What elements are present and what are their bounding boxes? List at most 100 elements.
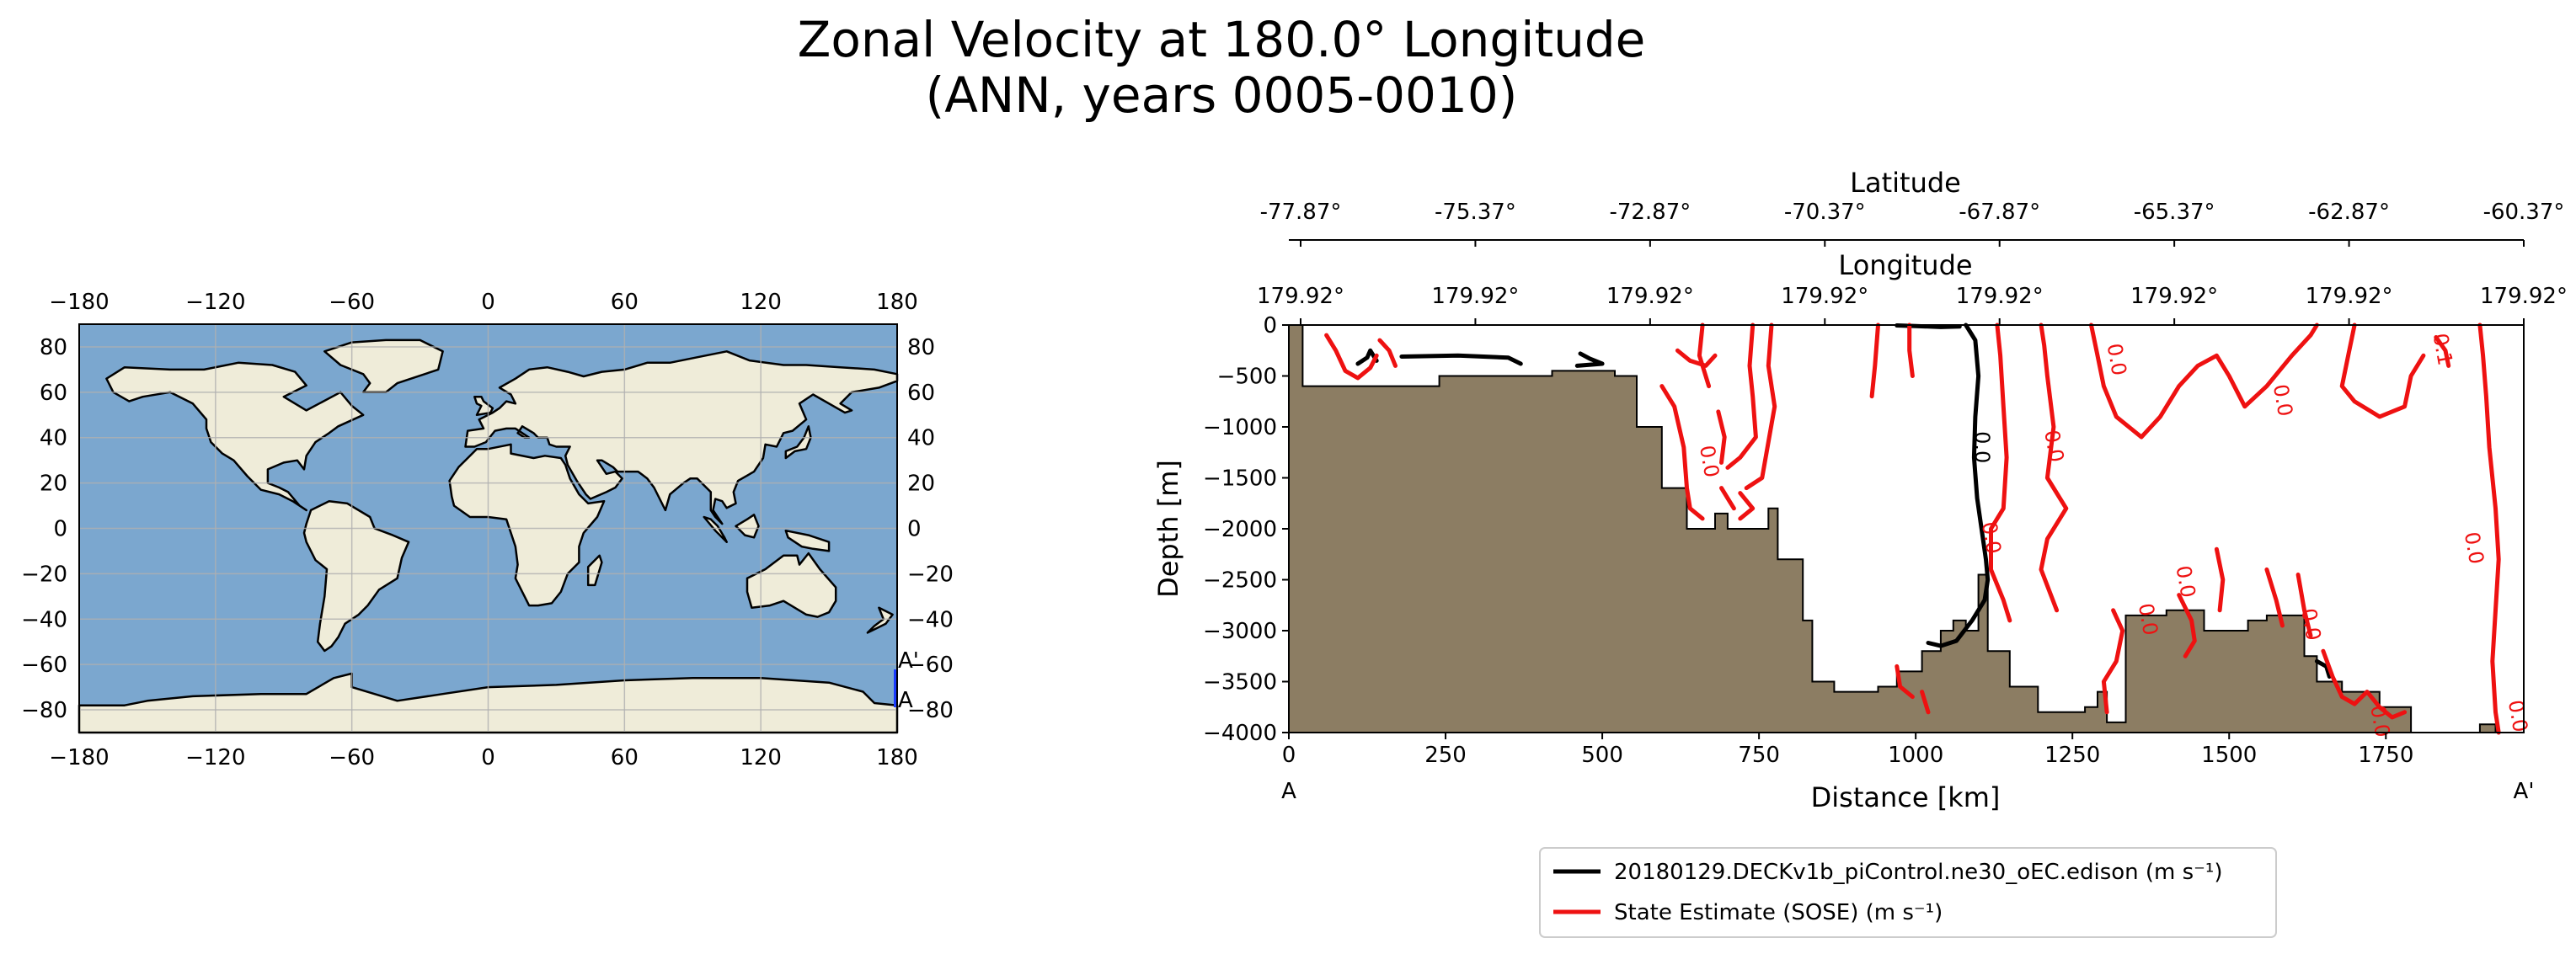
transect-chart: Latitude -77.87° -75.37° -72.87° -70.37° -67… — [1152, 167, 2568, 938]
sose-contour-line — [1989, 322, 2012, 623]
longitude-tick-label: 179.92° — [1781, 284, 1868, 309]
continent-new-zealand — [866, 606, 894, 634]
map-tick-label-right: 60 — [907, 381, 935, 406]
legend-box — [1539, 847, 2277, 938]
y-tick-label: −1500 — [1203, 466, 1277, 492]
map-tick-label-top: 0 — [481, 290, 495, 315]
sose-contour-line — [2339, 322, 2426, 419]
map-tick-label-right: 40 — [907, 426, 935, 451]
sose-contour-line — [1697, 322, 1712, 389]
map-tick-label-bottom: 60 — [611, 745, 639, 770]
map-tick-label-bottom: 180 — [876, 745, 918, 770]
sose-contour-label: 0.0 — [2134, 601, 2162, 637]
sose-contour-line — [1659, 384, 1705, 521]
map-tick-label-left: 60 — [40, 381, 67, 406]
longitude-axis-label: Longitude — [1838, 249, 1972, 281]
map-tick-label-right: −80 — [907, 698, 954, 723]
map-tick-label-top: 60 — [611, 290, 639, 315]
latitude-tick-label: -65.37° — [2134, 200, 2215, 225]
sose-contour-label: 0.0 — [2039, 429, 2068, 464]
model-contour-line — [1574, 351, 1605, 368]
sose-contour-line — [2321, 648, 2408, 720]
sose-contour-line — [2089, 322, 2319, 440]
model-contour-line — [2314, 658, 2332, 679]
sose-contour-line — [2295, 573, 2313, 638]
sose-contour-label: 0.0 — [2103, 342, 2131, 377]
longitude-tick-label: 179.92° — [1257, 284, 1344, 309]
latitude-tick-label: -70.37° — [1784, 200, 1866, 225]
y-tick-label: −4000 — [1203, 721, 1277, 746]
map-tick-label-left: −40 — [21, 607, 67, 632]
map-tick-label-top: 120 — [740, 290, 782, 315]
continent-australia — [746, 552, 837, 618]
map-tick-label-top: −180 — [49, 290, 109, 315]
continent-sumatra — [703, 515, 728, 543]
sose-contour-line — [1675, 348, 1718, 368]
sose-contour-line — [1869, 322, 1880, 399]
latitude-tick-label: -72.87° — [1609, 200, 1691, 225]
x-tick-label: 1000 — [1888, 743, 1943, 768]
x-tick-label: 1250 — [2044, 743, 2100, 768]
world-map: A' A −180 −180 −120 −120 −60 −60 0 0 60 60 120 120 1… — [21, 290, 954, 770]
map-land — [77, 338, 899, 734]
map-tick-label-left: −60 — [21, 653, 67, 678]
sose-contour-line — [2264, 567, 2285, 628]
longitude-tick-label: 179.92° — [1431, 284, 1519, 309]
model-contour-line — [1926, 322, 1991, 648]
y-tick-label: −2500 — [1203, 568, 1277, 594]
sose-contour-label: 0.1 — [2429, 332, 2457, 367]
x-start-label: A — [1281, 779, 1296, 804]
map-tick-label-right: −40 — [907, 607, 954, 632]
longitude-tick-label: 179.92° — [1956, 284, 2044, 309]
y-tick-label: −500 — [1217, 365, 1277, 390]
sose-contour-line — [1920, 690, 1931, 715]
x-tick-label: 1500 — [2201, 743, 2257, 768]
sose-contour-line — [2434, 335, 2451, 368]
continent-japan — [784, 425, 812, 460]
map-tick-label-right: 80 — [907, 335, 935, 360]
sose-contour-label: 0.0 — [2269, 382, 2297, 418]
continent-greenland — [323, 338, 444, 394]
sose-contour-label: 0.0 — [1695, 444, 1724, 479]
map-tick-label-right: −60 — [907, 653, 954, 678]
map-tick-label-left: −20 — [21, 562, 67, 587]
sose-contour-line — [1716, 409, 1727, 465]
sose-contour-label: 0.0 — [2365, 703, 2394, 738]
transect-end-label: A' — [898, 648, 919, 674]
map-tick-label-bottom: 0 — [481, 745, 495, 770]
y-tick-label: −3000 — [1203, 619, 1277, 644]
model-contour-line — [1355, 348, 1379, 366]
x-axis-ticks: 0 250 500 750 1000 1250 1500 1750 — [1282, 733, 2413, 768]
map-tick-label-left: −80 — [21, 698, 67, 723]
continent-borneo — [735, 514, 760, 539]
sose-contour-line — [1907, 322, 1915, 378]
x-axis-label: Distance [km] — [1811, 781, 2001, 813]
longitude-tick-label: 179.92° — [2480, 284, 2568, 309]
x-tick-label: 750 — [1738, 743, 1780, 768]
y-axis-label: Depth [m] — [1152, 460, 1184, 598]
latitude-tick-label: -77.87° — [1260, 200, 1342, 225]
map-tick-label-bottom: 120 — [740, 745, 782, 770]
bathymetry-fill — [1288, 324, 2524, 733]
latitude-tick-label: -67.87° — [1959, 200, 2040, 225]
figure-title-line-2: (ANN, years 0005-0010) — [925, 67, 1518, 124]
sose-contour-line — [2214, 546, 2226, 613]
sose-contour-label: 0.0 — [2460, 530, 2488, 566]
longitude-ticks: 179.92° 179.92° 179.92° 179.92° 179.92° 179.9… — [1257, 284, 2568, 325]
map-tick-label-bottom: −60 — [329, 745, 375, 770]
longitude-tick-label: 179.92° — [2130, 284, 2218, 309]
latitude-tick-label: -75.37° — [1435, 200, 1516, 225]
legend: 20180129.DECKv1b_piControl.ne30_oEC.edis… — [1539, 847, 2277, 938]
model-contour-label: 0.0 — [1970, 431, 1994, 463]
sose-contour-line — [1324, 333, 1379, 381]
latitude-axis-label: Latitude — [1850, 167, 1961, 199]
sose-contour-line — [2039, 322, 2069, 613]
figure-title-line-1: Zonal Velocity at 180.0° Longitude — [797, 11, 1646, 68]
latitude-tick-label: -60.37° — [2483, 200, 2565, 225]
transect-start-label: A — [898, 688, 913, 713]
sose-contour-line — [2177, 593, 2197, 658]
y-axis-ticks: 0 −500 −1000 −1500 −2000 −2500 −3000 −3500 −4000 — [1203, 313, 1289, 746]
sose-contour-label: 0.0 — [2296, 606, 2325, 642]
sose-contour-label: 0.0 — [2504, 698, 2532, 733]
